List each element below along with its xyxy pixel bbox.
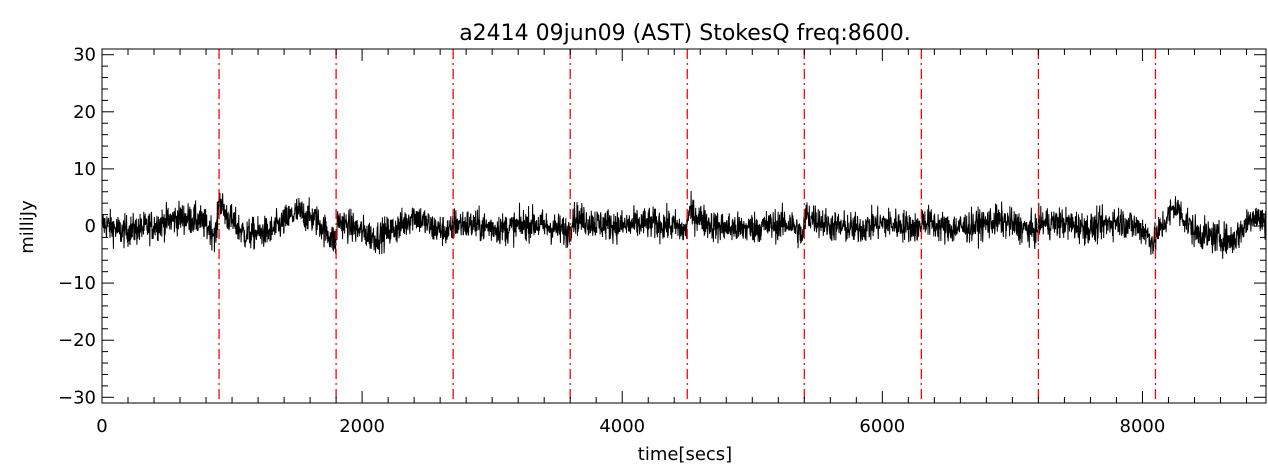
y-tick-label: 20 [73,102,96,123]
x-axis-label: time[secs] [638,444,732,465]
plot-area [102,49,1266,403]
y-tick-label: 0 [85,216,96,237]
y-tick-label: −20 [58,330,96,351]
y-axis-label: milliJy [17,200,38,254]
y-tick-label: 30 [73,45,96,66]
x-tick-label: 0 [96,416,107,437]
x-tick-label: 2000 [339,416,385,437]
x-tick-label: 4000 [599,416,645,437]
chart-title: a2414 09jun09 (AST) StokesQ freq:8600. [459,21,911,46]
x-tick-label: 6000 [859,416,905,437]
y-tick-label: 10 [73,159,96,180]
y-tick-label: −30 [58,387,96,408]
data-series-line-0 [102,190,1266,259]
y-tick-label: −10 [58,273,96,294]
axes: −30 −20 −10 0 10 20 30 0 2000 4000 6000 8000 [58,45,1267,437]
x-tick-label: 8000 [1120,416,1166,437]
